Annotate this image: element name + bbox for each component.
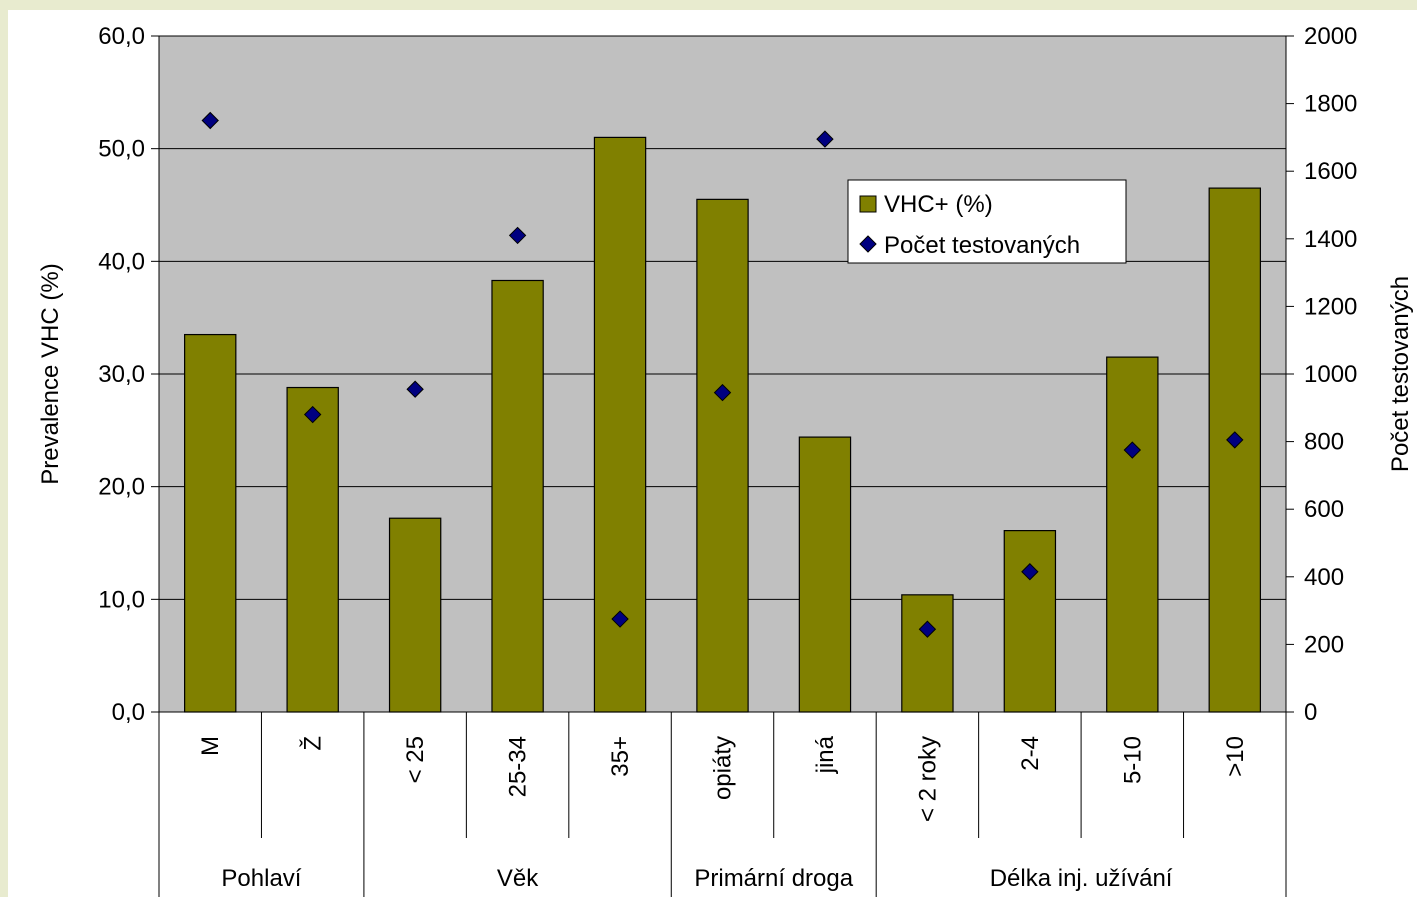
- data-point: [1123, 441, 1142, 459]
- data-point: [303, 405, 322, 424]
- bar: [798, 436, 852, 713]
- left-tick-label: 50,0: [98, 136, 145, 163]
- y-axis-label: Prevalence VHC (%): [37, 263, 64, 484]
- data-point: [713, 383, 732, 402]
- category-label: < 2 roky: [914, 736, 941, 822]
- category-label: Ž: [300, 736, 327, 751]
- bar: [1003, 530, 1057, 713]
- left-tick-label: 30,0: [98, 361, 145, 388]
- data-point: [816, 130, 834, 148]
- bar: [901, 594, 954, 713]
- category-label: < 25: [402, 736, 429, 783]
- bar: [286, 386, 339, 713]
- left-tick-label: 60,0: [98, 23, 145, 50]
- data-point: [611, 610, 629, 628]
- chart: 0,0 10,0 20,0 30,0 40,0 50,0 60,0 0 200 400 600 80…: [37, 23, 1414, 897]
- category-label: 2-4: [1017, 736, 1044, 771]
- data-point: [1021, 563, 1039, 581]
- legend-marker-label: Počet testovaných: [884, 232, 1080, 259]
- legend: VHC+ (%) Počet testovaných: [847, 179, 1127, 264]
- category-labels: M Ž < 25 25-34 35+ opiáty jiná < 2 roky 2-4 5-10 >…: [158, 712, 1287, 897]
- legend-diamond-icon: [859, 235, 877, 253]
- category-label: opiáty: [710, 736, 737, 800]
- right-tick-label: 2000: [1304, 23, 1357, 50]
- bar-series: [184, 136, 1261, 713]
- legend-bar-label: VHC+ (%): [884, 191, 993, 218]
- left-axis-ticks: 0,0 10,0 20,0 30,0 40,0 50,0 60,0: [98, 23, 159, 726]
- bar: [1106, 356, 1159, 713]
- group-label: Pohlaví: [221, 865, 301, 892]
- data-point: [1226, 431, 1244, 449]
- category-label: 5-10: [1119, 736, 1146, 784]
- marker-series: [201, 111, 1244, 638]
- group-labels: Pohlaví Věk Primární droga Délka inj. užívá…: [221, 865, 1172, 892]
- bar: [184, 333, 237, 713]
- category-label: jiná: [812, 735, 839, 774]
- bar: [696, 198, 749, 713]
- data-point: [406, 380, 424, 398]
- bar: [1208, 187, 1261, 713]
- group-label: Primární droga: [694, 865, 853, 892]
- left-tick-label: 20,0: [98, 474, 145, 501]
- right-tick-label: 1000: [1304, 361, 1357, 388]
- right-tick-label: 0: [1304, 699, 1317, 726]
- data-point: [918, 620, 937, 638]
- right-axis-ticks: 0 200 400 600 800 1000 1200 1400 1600 1800 2000: [1286, 23, 1357, 726]
- bar: [491, 279, 544, 713]
- category-label: >10: [1222, 736, 1249, 777]
- right-tick-label: 200: [1304, 631, 1344, 658]
- right-tick-label: 1400: [1304, 226, 1357, 253]
- data-point: [508, 226, 527, 245]
- data-point: [201, 111, 219, 130]
- left-tick-label: 0,0: [112, 699, 145, 726]
- left-tick-label: 10,0: [98, 586, 145, 613]
- right-tick-label: 400: [1304, 564, 1344, 591]
- y2-axis-label: Počet testovaných: [1387, 276, 1414, 472]
- right-tick-label: 600: [1304, 496, 1344, 523]
- right-tick-label: 1800: [1304, 91, 1357, 118]
- bar: [388, 517, 442, 713]
- category-label: M: [197, 736, 224, 756]
- group-label: Délka inj. užívání: [990, 865, 1173, 892]
- chart-frame: 0,0 10,0 20,0 30,0 40,0 50,0 60,0 0 200 400 600 80…: [8, 10, 1417, 897]
- right-tick-label: 1200: [1304, 293, 1357, 320]
- category-label: 35+: [607, 736, 634, 777]
- category-label: 25-34: [505, 736, 532, 797]
- left-tick-label: 40,0: [98, 248, 145, 275]
- legend-bar-swatch: [859, 195, 877, 213]
- group-label: Věk: [497, 865, 539, 892]
- right-tick-label: 800: [1304, 429, 1344, 456]
- right-tick-label: 1600: [1304, 158, 1357, 185]
- legend-box: [847, 179, 1127, 264]
